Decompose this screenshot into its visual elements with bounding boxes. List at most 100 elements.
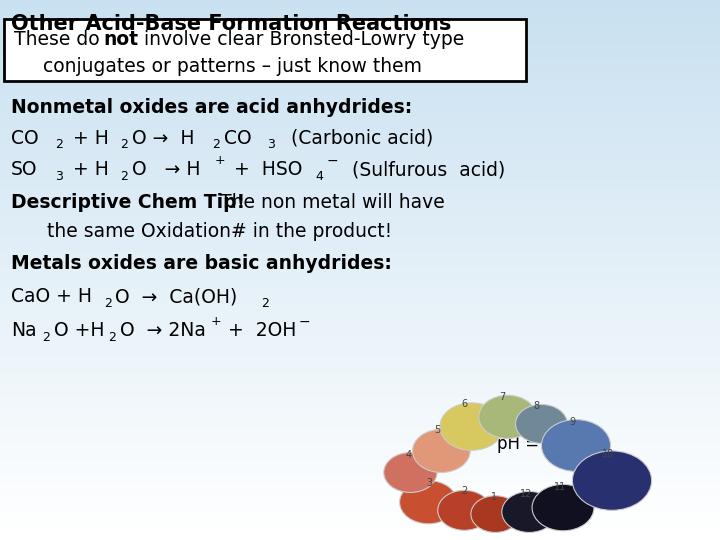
Bar <box>0 362 720 364</box>
Text: O   → H: O → H <box>132 160 200 179</box>
Bar <box>0 313 720 316</box>
Text: +  HSO: + HSO <box>228 160 302 179</box>
Bar <box>0 386 720 389</box>
Bar <box>0 446 720 448</box>
Bar <box>0 192 720 194</box>
Bar <box>0 59 720 62</box>
Bar <box>0 27 720 30</box>
Bar <box>0 124 720 127</box>
Bar <box>0 432 720 435</box>
Bar <box>0 316 720 319</box>
Text: 2: 2 <box>120 170 128 183</box>
Bar <box>0 170 720 173</box>
Text: (Carbonic acid): (Carbonic acid) <box>279 129 433 147</box>
Text: CO: CO <box>224 129 251 147</box>
Bar <box>0 143 720 146</box>
Bar <box>0 265 720 267</box>
Bar <box>0 19 720 22</box>
Bar <box>0 451 720 454</box>
Bar <box>0 89 720 92</box>
Text: +  2OH: + 2OH <box>222 321 297 340</box>
Bar <box>0 381 720 383</box>
Bar <box>0 472 720 475</box>
Bar <box>0 184 720 186</box>
Bar <box>0 424 720 427</box>
Bar <box>0 510 720 513</box>
Bar <box>0 167 720 170</box>
Bar <box>0 5 720 8</box>
Bar <box>0 491 720 494</box>
Bar <box>0 205 720 208</box>
Bar <box>0 321 720 324</box>
Bar <box>0 159 720 162</box>
Bar <box>0 100 720 103</box>
Bar <box>0 440 720 443</box>
Bar <box>0 319 720 321</box>
Bar <box>0 213 720 216</box>
Bar <box>0 24 720 27</box>
Bar <box>0 227 720 229</box>
Bar <box>0 500 720 502</box>
Bar <box>0 97 720 100</box>
Bar <box>0 421 720 424</box>
Bar <box>0 194 720 197</box>
Text: CaO + H: CaO + H <box>11 287 92 306</box>
Bar <box>0 535 720 537</box>
Bar <box>0 383 720 386</box>
Bar <box>0 32 720 35</box>
Bar <box>0 524 720 526</box>
Bar <box>0 305 720 308</box>
Bar <box>0 408 720 410</box>
Bar <box>0 378 720 381</box>
Bar <box>0 76 720 78</box>
Bar <box>0 437 720 440</box>
Bar <box>0 505 720 508</box>
Bar <box>0 475 720 478</box>
Text: Other Acid-Base Formation Reactions: Other Acid-Base Formation Reactions <box>11 14 451 33</box>
Bar <box>0 348 720 351</box>
Bar <box>0 200 720 202</box>
FancyBboxPatch shape <box>4 19 526 81</box>
Bar <box>0 454 720 456</box>
Bar <box>0 251 720 254</box>
Bar <box>0 122 720 124</box>
Bar <box>0 502 720 505</box>
Bar <box>0 70 720 73</box>
Bar <box>0 413 720 416</box>
Text: 9: 9 <box>570 417 575 427</box>
Circle shape <box>438 490 491 530</box>
Bar <box>0 478 720 481</box>
Bar <box>0 178 720 181</box>
Bar <box>0 289 720 292</box>
Bar <box>0 356 720 359</box>
Circle shape <box>479 395 536 438</box>
Bar <box>0 148 720 151</box>
Text: −: − <box>298 315 310 329</box>
Bar <box>0 108 720 111</box>
Text: −: − <box>326 154 338 168</box>
Bar <box>0 132 720 135</box>
Bar <box>0 310 720 313</box>
Text: + H: + H <box>67 160 109 179</box>
Bar <box>0 518 720 521</box>
Circle shape <box>471 496 520 532</box>
Bar <box>0 267 720 270</box>
Bar <box>0 127 720 130</box>
Bar <box>0 418 720 421</box>
Bar <box>0 508 720 510</box>
Text: (Sulfurous  acid): (Sulfurous acid) <box>340 160 505 179</box>
Text: pH =: pH = <box>497 435 539 453</box>
Bar <box>0 235 720 238</box>
Circle shape <box>532 484 594 531</box>
Bar <box>0 254 720 256</box>
Circle shape <box>384 453 437 492</box>
Bar <box>0 256 720 259</box>
Text: O →  H: O → H <box>132 129 194 147</box>
Bar <box>0 8 720 11</box>
Bar <box>0 297 720 300</box>
Bar <box>0 51 720 54</box>
Bar <box>0 467 720 470</box>
Circle shape <box>502 491 557 532</box>
Bar <box>0 335 720 338</box>
Bar <box>0 327 720 329</box>
